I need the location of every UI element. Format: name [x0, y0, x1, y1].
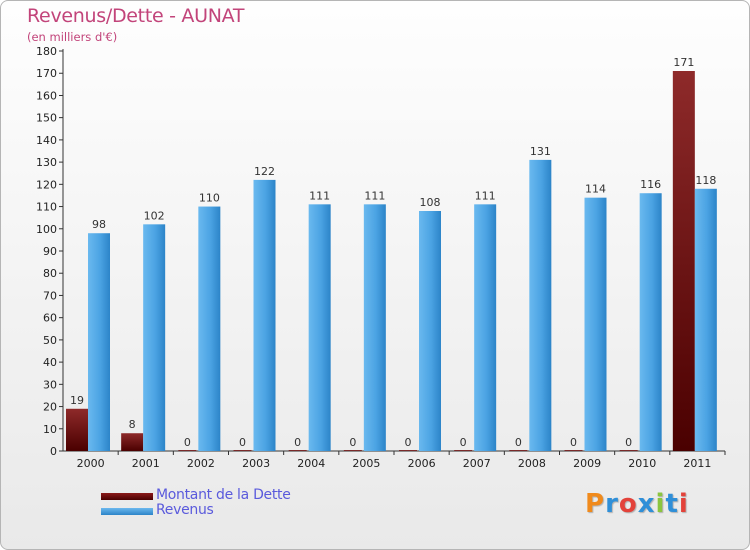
- x-tick-label: 2005: [352, 457, 380, 470]
- legend-swatch-revenus: [101, 508, 153, 515]
- y-tick-label: 60: [43, 312, 57, 325]
- y-tick-label: 110: [36, 201, 57, 214]
- data-label-revenus-2002: 110: [199, 192, 220, 205]
- y-tick-label: 40: [43, 356, 57, 369]
- y-tick-label: 130: [36, 156, 57, 169]
- data-label-dette-2002: 0: [184, 436, 191, 449]
- y-tick-label: 70: [43, 289, 57, 302]
- data-label-dette-2008: 0: [515, 436, 522, 449]
- y-tick-label: 150: [36, 112, 57, 125]
- x-tick-label: 2001: [132, 457, 160, 470]
- data-label-revenus-2007: 111: [475, 189, 496, 202]
- bar-revenus-2005: [363, 204, 386, 451]
- data-label-revenus-2008: 131: [530, 145, 551, 158]
- y-tick-label: 90: [43, 245, 57, 258]
- x-tick-label: 2008: [518, 457, 546, 470]
- y-tick-label: 10: [43, 423, 57, 436]
- x-tick-label: 2003: [242, 457, 270, 470]
- bar-revenus-2004: [308, 204, 331, 451]
- y-tick-label: 120: [36, 178, 57, 191]
- bar-dette-2000: [66, 408, 88, 451]
- bar-revenus-2001: [143, 224, 166, 451]
- data-label-revenus-2009: 114: [585, 183, 606, 196]
- y-tick-label: 0: [50, 445, 57, 458]
- chart-subtitle: (en milliers d'€): [27, 30, 118, 44]
- data-label-revenus-2005: 111: [364, 189, 385, 202]
- data-label-dette-2010: 0: [625, 436, 632, 449]
- x-tick-label: 2007: [463, 457, 491, 470]
- data-label-revenus-2004: 111: [309, 189, 330, 202]
- data-label-dette-2004: 0: [294, 436, 301, 449]
- bar-revenus-2011: [694, 188, 717, 451]
- data-label-dette-2006: 0: [405, 436, 412, 449]
- y-tick-label: 140: [36, 134, 57, 147]
- y-tick-label: 170: [36, 67, 57, 80]
- bar-revenus-2009: [584, 197, 607, 451]
- x-tick-label: 2010: [628, 457, 656, 470]
- x-tick-label: 2004: [297, 457, 325, 470]
- data-label-revenus-2011: 118: [695, 174, 716, 187]
- proxiti-logo: Proxiti: [585, 489, 689, 519]
- data-label-revenus-2010: 116: [640, 178, 661, 191]
- bar-revenus-2007: [474, 204, 497, 451]
- x-tick-label: 2002: [187, 457, 215, 470]
- data-label-dette-2007: 0: [460, 436, 467, 449]
- data-label-revenus-2003: 122: [254, 165, 275, 178]
- data-label-dette-2005: 0: [349, 436, 356, 449]
- bar-revenus-2008: [529, 159, 552, 451]
- legend-swatch-dette: [101, 493, 153, 500]
- bar-dette-2001: [121, 433, 144, 451]
- data-label-revenus-2001: 102: [144, 209, 165, 222]
- bar-dette-2011: [672, 71, 695, 451]
- y-tick-label: 20: [43, 401, 57, 414]
- x-tick-label: 2000: [77, 457, 105, 470]
- x-tick-label: 2011: [683, 457, 711, 470]
- data-label-dette-2001: 8: [129, 418, 136, 431]
- x-tick-label: 2006: [408, 457, 436, 470]
- y-tick-label: 50: [43, 334, 57, 347]
- y-tick-label: 30: [43, 378, 57, 391]
- data-label-dette-2009: 0: [570, 436, 577, 449]
- data-label-dette-2000: 19: [70, 394, 84, 407]
- data-label-revenus-2000: 98: [92, 218, 106, 231]
- data-label-dette-2011: 171: [673, 56, 694, 69]
- legend-label-dette: Montant de la Dette: [156, 487, 291, 503]
- y-tick-label: 160: [36, 89, 57, 102]
- bar-revenus-2000: [88, 233, 110, 451]
- y-tick-label: 180: [36, 45, 57, 58]
- y-tick-label: 80: [43, 267, 57, 280]
- bar-revenus-2010: [639, 193, 662, 451]
- legend-label-revenus: Revenus: [156, 502, 214, 518]
- bar-revenus-2002: [198, 206, 221, 451]
- chart-title: Revenus/Dette - AUNAT: [27, 5, 245, 27]
- x-tick-label: 2009: [573, 457, 601, 470]
- bar-revenus-2006: [419, 211, 441, 451]
- y-tick-label: 100: [36, 223, 57, 236]
- data-label-revenus-2006: 108: [420, 196, 441, 209]
- data-label-dette-2003: 0: [239, 436, 246, 449]
- bar-revenus-2003: [253, 179, 276, 451]
